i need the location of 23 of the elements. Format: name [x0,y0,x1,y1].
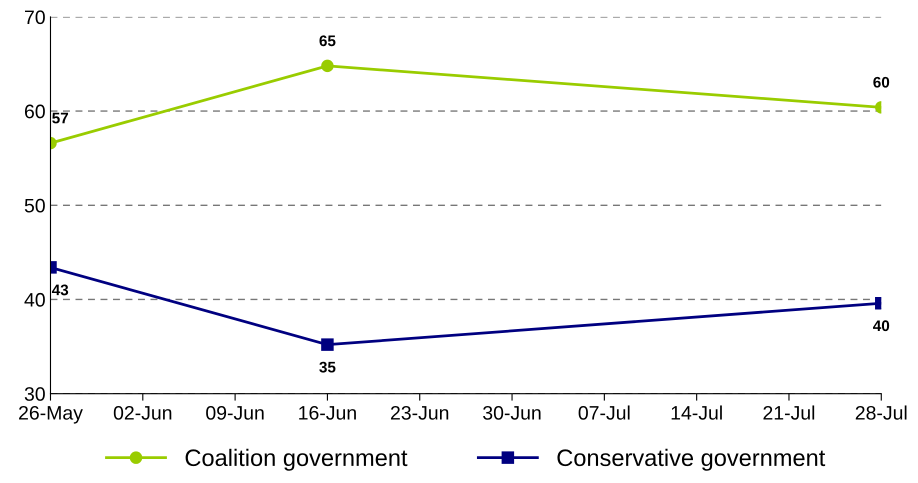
y-tick-label: 60 [24,104,45,118]
y-tick-label: 70 [25,10,45,24]
data-label: 65 [319,35,336,46]
x-tick-label: 09-Jun [206,406,264,420]
x-tick-label: 02-Jun [114,406,172,420]
legend-label: Conservative government [557,448,826,471]
y-tick-label: 40 [24,292,45,307]
data-label: 57 [52,112,68,124]
y-tick-label: 50 [24,198,45,213]
x-tick-label: 23-Jun [390,406,448,420]
x-tick-label: 21-Jul [763,405,814,420]
data-label: 60 [873,76,890,88]
legend-label: Coalition government [186,448,408,471]
data-label: 35 [319,362,336,373]
x-tick-label: 16-Jun [299,406,356,420]
y-tick-label: 30 [24,387,45,401]
x-tick-label: 26-May [19,406,83,424]
x-tick-label: 14-Jul [672,405,722,420]
data-label: 43 [52,284,68,296]
data-label: 40 [873,320,890,332]
x-tick-label: 30-Jun [483,406,541,420]
x-tick-label: 07-Jul [578,405,630,420]
x-tick-label: 28-Jul [856,405,906,420]
